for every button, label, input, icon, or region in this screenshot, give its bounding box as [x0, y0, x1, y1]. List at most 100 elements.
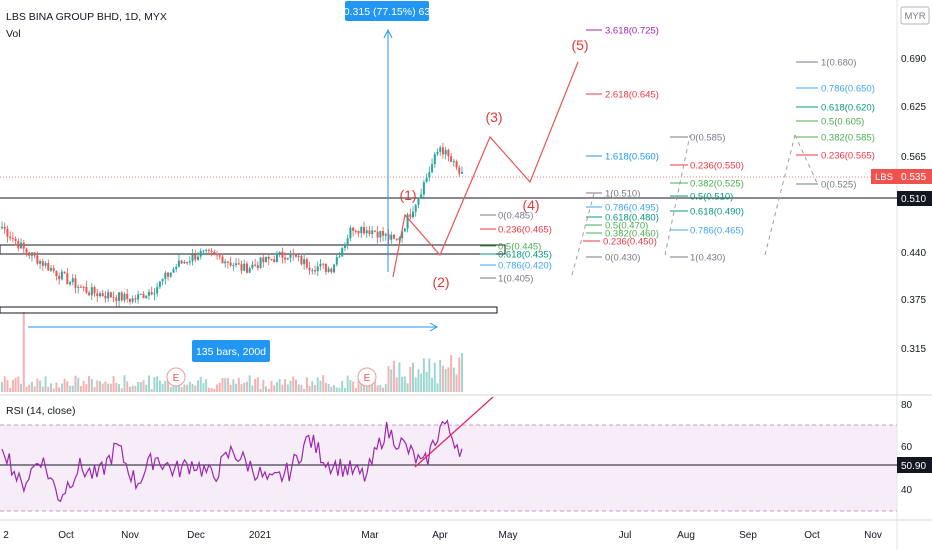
candle-body	[319, 263, 322, 267]
measure-arrow-head-right	[429, 322, 439, 332]
volume-bar	[82, 380, 85, 392]
candle-body	[284, 257, 287, 260]
candle-body	[107, 292, 110, 299]
volume-bar	[420, 373, 423, 392]
candle-body	[1, 226, 3, 228]
volume-bar	[79, 386, 82, 392]
candle-body	[118, 292, 121, 302]
price-tick: 0.565	[901, 152, 926, 163]
volume-bar	[69, 385, 72, 392]
candle-body	[85, 286, 88, 293]
volume-bar	[286, 384, 289, 392]
price-axis[interactable]: 0.690 0.625 0.565 0.440 0.375 0.315	[901, 54, 926, 355]
candle-body	[3, 226, 6, 229]
fib-level-label: 1(0.680)	[821, 58, 856, 69]
volume-bar	[194, 385, 197, 392]
earnings-icon-2: E	[364, 373, 371, 384]
volume-bar	[281, 384, 284, 392]
candle-body	[175, 266, 178, 270]
fib-level-label: 0.236(0.450)	[603, 237, 657, 248]
volume-bar	[25, 386, 28, 392]
candle-body	[330, 268, 333, 273]
candle-body	[398, 238, 401, 240]
volume-bar	[316, 377, 319, 392]
fib-level-label: 0(0.430)	[605, 253, 640, 264]
support-badge	[897, 191, 932, 206]
candle-body	[183, 262, 186, 264]
candle-body	[188, 261, 191, 263]
time-axis[interactable]: 2 Oct Nov Dec 2021 Mar Apr May Jul Aug Sep Oct Nov	[3, 530, 882, 541]
bars-label: 135 bars, 200d	[196, 346, 266, 358]
candle-body	[41, 261, 44, 266]
volume-bar	[395, 377, 398, 392]
volume-bar	[251, 385, 254, 392]
volume-bar	[112, 376, 115, 392]
fib-level-label: 0.382(0.585)	[821, 133, 875, 144]
volume-bar	[142, 380, 145, 392]
candle-body	[150, 291, 153, 295]
candle-body	[368, 230, 371, 234]
volume-bar	[439, 359, 442, 392]
volume-bar	[17, 376, 20, 392]
time-tick: Nov	[121, 530, 139, 541]
candle-body	[112, 297, 115, 299]
candle-body	[153, 293, 156, 295]
volume-bar	[221, 377, 224, 392]
candle-body	[240, 264, 243, 271]
volume-bar	[289, 380, 292, 392]
candle-body	[235, 263, 238, 266]
volume-bar	[357, 379, 360, 392]
volume-bar	[433, 362, 436, 392]
volume-bar	[245, 381, 248, 392]
volume-bar	[55, 382, 58, 392]
fib-level-label: 0.786(0.650)	[821, 84, 875, 95]
candle-body	[63, 271, 66, 274]
wave-label-2: (2)	[432, 274, 449, 290]
volume-bar	[267, 388, 270, 392]
candle-body	[131, 298, 134, 302]
candle-body	[392, 234, 395, 239]
volume-bar	[254, 378, 257, 392]
volume-bar	[205, 379, 208, 392]
volume-bar	[96, 380, 99, 392]
volume-bar	[447, 367, 450, 392]
volume-bar	[115, 382, 118, 392]
symbol-badge	[871, 169, 897, 184]
volume-bar	[128, 386, 131, 392]
volume-bar	[458, 357, 461, 392]
currency-badge[interactable]	[900, 6, 930, 25]
candle-body	[373, 230, 376, 232]
candle-body	[74, 278, 77, 288]
earnings-marker-2[interactable]	[357, 367, 377, 387]
fib-trend-dash-1	[571, 189, 596, 276]
volume-bar	[259, 388, 262, 392]
volume-bar	[343, 387, 346, 392]
volume-bar	[450, 354, 453, 392]
candle-body	[297, 255, 300, 257]
volume-bar	[346, 375, 349, 392]
candle-body	[444, 149, 447, 155]
candle-body	[147, 291, 150, 296]
time-tick: Aug	[677, 530, 695, 541]
volume-bar	[324, 382, 327, 392]
fib-level-label: 0.236(0.550)	[690, 161, 744, 172]
candle-body	[278, 251, 281, 254]
volume-bar	[273, 385, 276, 392]
volume-bar	[311, 381, 314, 392]
volume-bar	[330, 386, 333, 392]
fib-level-label: 0.382(0.460)	[605, 229, 659, 240]
fib-level-label: 0(0.585)	[690, 133, 725, 144]
measure-label: 0.315 (77.15%) 63	[344, 6, 431, 18]
candle-body	[371, 230, 374, 234]
earnings-marker-1[interactable]	[166, 367, 186, 387]
volume-bar	[409, 366, 412, 392]
volume-bar	[384, 384, 387, 392]
volume-bar	[428, 358, 431, 392]
candle-body	[158, 281, 161, 288]
candle-body	[335, 257, 338, 265]
volume-bar	[322, 375, 325, 392]
fib-level-label: 0.618(0.435)	[498, 250, 552, 261]
volume-bar	[300, 384, 303, 392]
candle-body	[357, 230, 360, 234]
